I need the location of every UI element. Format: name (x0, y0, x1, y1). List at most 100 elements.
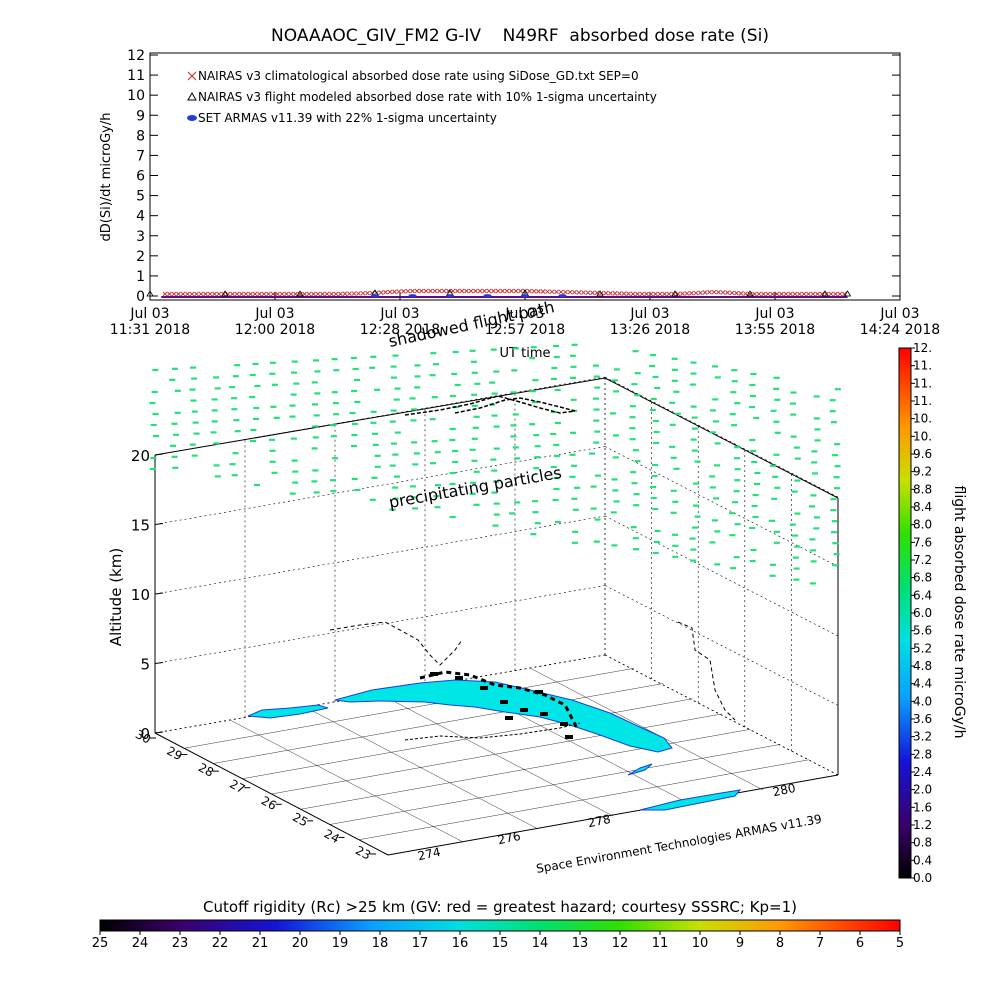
dose-colorbar-tick-label: 1.2 (913, 818, 932, 832)
altitude-axis: 0 5 10 15 20 (131, 447, 164, 743)
flight-path-mid (329, 621, 463, 666)
climatological-point (248, 291, 253, 297)
dose-colorbar-tick-label: 5.6 (913, 624, 932, 638)
florida-map (247, 679, 742, 811)
climatological-point (707, 289, 712, 295)
climatological-point (320, 291, 325, 297)
dose-colorbar-tick-label: 3.2 (913, 730, 932, 744)
climatological-point (230, 291, 235, 297)
y-tick-label: 12 (127, 48, 145, 64)
climatological-point (513, 288, 519, 294)
climatological-point (698, 290, 703, 296)
flight-path-east (677, 621, 736, 721)
rigidity-tick-label: 7 (816, 936, 824, 951)
rigidity-tick-label: 9 (736, 936, 744, 951)
hazard-mark (505, 716, 513, 720)
climatological-point (387, 289, 393, 295)
climatological-point (729, 290, 735, 296)
dose-colorbar-tick-label: 0.0 (913, 871, 932, 885)
armas-point (558, 294, 567, 298)
dose-colorbar-tick-label: 11. (913, 359, 932, 373)
side-wall-grid (604, 446, 839, 567)
climatological-point (585, 290, 591, 296)
side-wall-grid (604, 585, 839, 706)
climatological-point (252, 291, 258, 297)
dose-colorbar-tick-label: 6.0 (913, 606, 932, 620)
z-tick-label: 15 (131, 517, 150, 535)
climatological-point (477, 288, 483, 294)
climatological-point (198, 291, 204, 297)
x-tick-label-date: Jul 03 (379, 306, 419, 322)
back-wall-grid (154, 376, 606, 456)
side-wall-grid (604, 376, 839, 498)
dose-colorbar-tick-label: 10. (913, 412, 932, 426)
x-tick-label-time: 12:00 2018 (235, 322, 315, 338)
hazard-mark (540, 712, 548, 716)
climatological-point (279, 291, 285, 297)
lat-tick-label: 25 (290, 810, 310, 830)
rigidity-colorbar-ticks: 25 24 23 22 21 20 19 18 17 16 15 14 13 12 11 10 9 8 7 6 5 (92, 931, 904, 951)
climatological-point (720, 290, 726, 295)
legend-symbol-dot (187, 115, 197, 121)
climatological-point (315, 291, 321, 297)
climatological-point (333, 291, 339, 297)
top-y-axis-label: dD(Si)/dt microGy/h (99, 113, 114, 242)
lat-tick-label: 29 (165, 744, 185, 764)
dose-colorbar-tick-label: 0.4 (913, 853, 932, 867)
climatological-point (414, 288, 420, 294)
z-tick (154, 523, 164, 525)
climatological-point (270, 291, 276, 297)
hazard-mark (500, 700, 508, 704)
flight-path-high (404, 395, 576, 416)
climatological-point (437, 288, 442, 294)
armas-point (371, 294, 379, 298)
climatological-point (711, 289, 717, 295)
climatological-point (540, 289, 546, 294)
climatological-point (626, 291, 631, 297)
climatological-point (428, 288, 433, 294)
floor-grid-lon (304, 706, 539, 830)
climatological-point (756, 291, 762, 297)
climatological-point (684, 291, 690, 296)
climatological-point (504, 288, 510, 294)
latitude-axis: 30 29 28 27 26 25 24 23 (133, 727, 376, 863)
climatological-point (216, 291, 222, 297)
shadowed-flight-path (404, 722, 581, 741)
armas-point (483, 294, 492, 298)
climatological-point (311, 291, 316, 297)
climatological-point (815, 291, 820, 297)
climatological-point (563, 289, 568, 295)
top-series (146, 288, 852, 298)
lat-tick-label: 28 (196, 760, 216, 780)
climatological-point (243, 291, 249, 297)
climatological-point (675, 291, 681, 297)
climatological-point (324, 291, 330, 297)
flight-modeled-point (821, 290, 829, 297)
climatological-point (180, 291, 186, 297)
top-right-edge (604, 377, 839, 499)
dose-colorbar-tick-label: 11. (913, 394, 932, 408)
dose-colorbar-tick-label: 7.6 (913, 535, 932, 549)
dose-colorbar-tick-label: 7.2 (913, 553, 932, 567)
climatological-point (302, 291, 307, 297)
climatological-point (792, 291, 798, 297)
flight-modeled-point (146, 290, 154, 297)
climatological-point (536, 288, 541, 294)
climatological-point (644, 291, 649, 297)
flight-modeled-point (296, 290, 304, 297)
y-tick-label: 6 (136, 169, 145, 185)
floor-grid-lon (229, 719, 464, 843)
climatological-point (234, 291, 240, 297)
y-tick-label: 3 (136, 229, 145, 245)
climatological-point (212, 291, 217, 297)
climatological-point (725, 290, 730, 296)
dose-colorbar-gradient (898, 347, 912, 879)
flight-modeled-point (596, 290, 604, 297)
climatological-point (693, 290, 699, 296)
rigidity-tick-label: 23 (172, 936, 189, 951)
climatological-point (509, 288, 514, 294)
lat-tick-label: 30 (133, 727, 153, 747)
dose-colorbar-tick-label: 8.0 (913, 518, 932, 532)
